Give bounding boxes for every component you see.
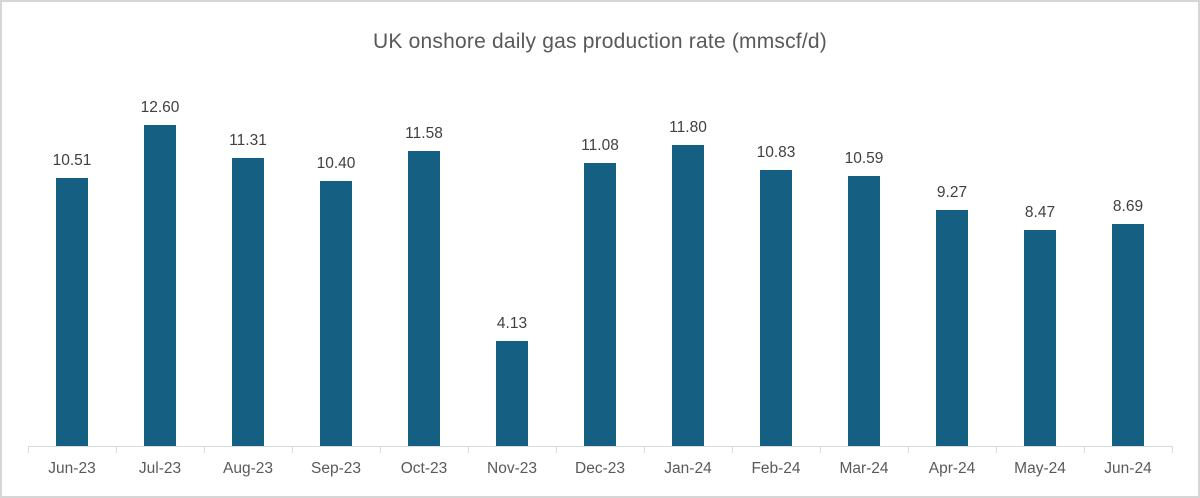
data-label: 10.59 xyxy=(844,150,884,167)
data-label: 8.69 xyxy=(1112,198,1144,215)
x-axis-tick xyxy=(1084,446,1085,453)
data-label: 12.60 xyxy=(140,99,180,116)
bar-nov-23 xyxy=(496,341,528,446)
x-axis-tick xyxy=(380,446,381,453)
data-label: 11.58 xyxy=(405,125,443,142)
bar-feb-24 xyxy=(760,170,792,446)
category-label: Mar-24 xyxy=(839,460,889,477)
category-label: Feb-24 xyxy=(751,460,801,477)
bar-aug-23 xyxy=(232,158,264,446)
category-label: Dec-23 xyxy=(575,460,625,477)
x-axis-tick xyxy=(732,446,733,453)
bar-jun-23 xyxy=(56,178,88,446)
category-label: Jun-24 xyxy=(1104,460,1152,477)
bar-may-24 xyxy=(1024,230,1056,446)
category-label: Jul-23 xyxy=(138,460,182,477)
bar-jan-24 xyxy=(672,145,704,446)
data-label: 11.80 xyxy=(669,119,707,136)
data-label: 10.83 xyxy=(756,144,796,161)
chart-title: UK onshore daily gas production rate (mm… xyxy=(373,30,827,53)
bar-oct-23 xyxy=(408,151,440,446)
x-axis-tick xyxy=(28,446,29,453)
category-label: Nov-23 xyxy=(487,460,537,477)
bar-apr-24 xyxy=(936,210,968,446)
category-label: Sep-23 xyxy=(311,460,361,477)
bar-jun-24 xyxy=(1112,224,1144,446)
x-axis-tick xyxy=(468,446,469,453)
bar-jul-23 xyxy=(144,125,176,446)
x-axis-tick xyxy=(996,446,997,453)
x-axis-tick xyxy=(204,446,205,453)
bar-dec-23 xyxy=(584,163,616,446)
bar-sep-23 xyxy=(320,181,352,446)
x-axis-tick xyxy=(1172,446,1173,453)
category-label: Jun-23 xyxy=(48,460,96,477)
category-label: Jan-24 xyxy=(664,460,712,477)
data-label: 8.47 xyxy=(1024,204,1056,221)
x-axis-line xyxy=(28,446,1172,447)
x-axis-tick xyxy=(820,446,821,453)
data-label: 11.31 xyxy=(229,132,267,149)
x-axis-tick xyxy=(116,446,117,453)
data-label: 11.08 xyxy=(581,137,619,154)
data-label: 9.27 xyxy=(936,184,968,201)
category-label: Apr-24 xyxy=(928,460,976,477)
category-label: Oct-23 xyxy=(400,460,448,477)
x-axis-tick xyxy=(292,446,293,453)
category-label: May-24 xyxy=(1014,460,1066,477)
data-label: 10.40 xyxy=(316,155,356,172)
x-axis-tick xyxy=(644,446,645,453)
category-label: Aug-23 xyxy=(223,460,273,477)
bar-mar-24 xyxy=(848,176,880,446)
data-label: 4.13 xyxy=(496,315,528,332)
data-label: 10.51 xyxy=(52,152,92,169)
x-axis-tick xyxy=(556,446,557,453)
x-axis-tick xyxy=(908,446,909,453)
